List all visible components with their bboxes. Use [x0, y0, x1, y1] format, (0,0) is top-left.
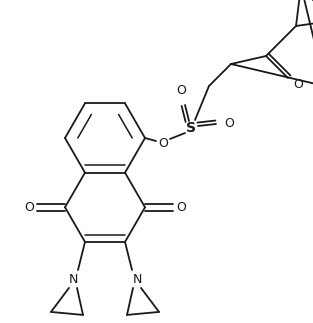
Text: O: O — [176, 201, 186, 214]
Text: S: S — [186, 121, 196, 135]
Text: O: O — [158, 137, 168, 150]
Text: O: O — [24, 201, 34, 214]
Text: N: N — [132, 274, 142, 287]
Text: O: O — [176, 84, 186, 97]
Text: N: N — [68, 274, 78, 287]
Text: O: O — [293, 78, 303, 90]
Text: O: O — [224, 117, 234, 130]
